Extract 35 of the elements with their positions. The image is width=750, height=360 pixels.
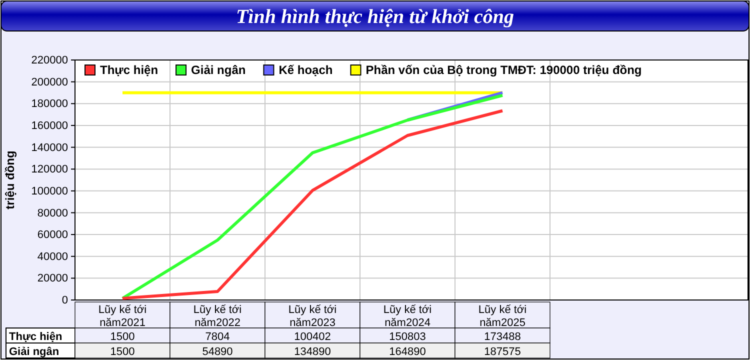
legend-label: Thực hiện: [100, 63, 158, 77]
text: Giải ngân: [9, 346, 60, 358]
x-tick-label: Lũy kế tới năm2021: [98, 304, 147, 329]
data-label: 1500: [110, 331, 135, 343]
chart-title: Tình hình thực hiện từ khởi công: [236, 6, 514, 28]
data-label: 164890: [389, 346, 426, 358]
x-tick-label: Lũy kế tới năm2024: [383, 304, 432, 329]
x-tick-label: Lũy kế tới năm2022: [193, 304, 242, 329]
legend-label: Phần vốn của Bộ trong TMĐT: 190000 triệu đồng: [366, 63, 642, 77]
y-tick-label: 0: [62, 294, 68, 307]
data-label: 100402: [294, 331, 331, 343]
data-label: 1500: [110, 346, 135, 358]
x-tick-label: Lũy kế tới năm2023: [288, 304, 337, 329]
data-label: 134890: [294, 346, 331, 358]
data-label: 173488: [484, 331, 521, 343]
y-tick-label: 100000: [31, 185, 68, 198]
text: Thực hiện: [9, 331, 62, 343]
y-tick-label: 120000: [31, 164, 68, 176]
data-label: 150803: [389, 331, 426, 343]
y-tick-label: 80000: [37, 207, 68, 220]
x-tick-label: Lũy kế tới năm2025: [478, 304, 527, 329]
y-tick-label: 160000: [31, 120, 68, 132]
legend-label: Giải ngân: [191, 63, 246, 77]
y-tick-label: 220000: [31, 54, 68, 67]
y-tick-label: 180000: [31, 98, 68, 110]
y-tick-label: 140000: [31, 142, 68, 154]
legend-label: Kế hoạch: [278, 63, 333, 77]
data-label: 187575: [484, 346, 521, 358]
y-axis-title: triệu đồng: [3, 150, 17, 210]
y-tick-label: 20000: [37, 272, 68, 285]
y-tick-label: 40000: [37, 250, 68, 263]
data-label: 7804: [205, 331, 230, 343]
data-label: 54890: [202, 346, 233, 358]
y-tick-label: 200000: [31, 76, 68, 88]
y-tick-label: 60000: [37, 229, 68, 242]
